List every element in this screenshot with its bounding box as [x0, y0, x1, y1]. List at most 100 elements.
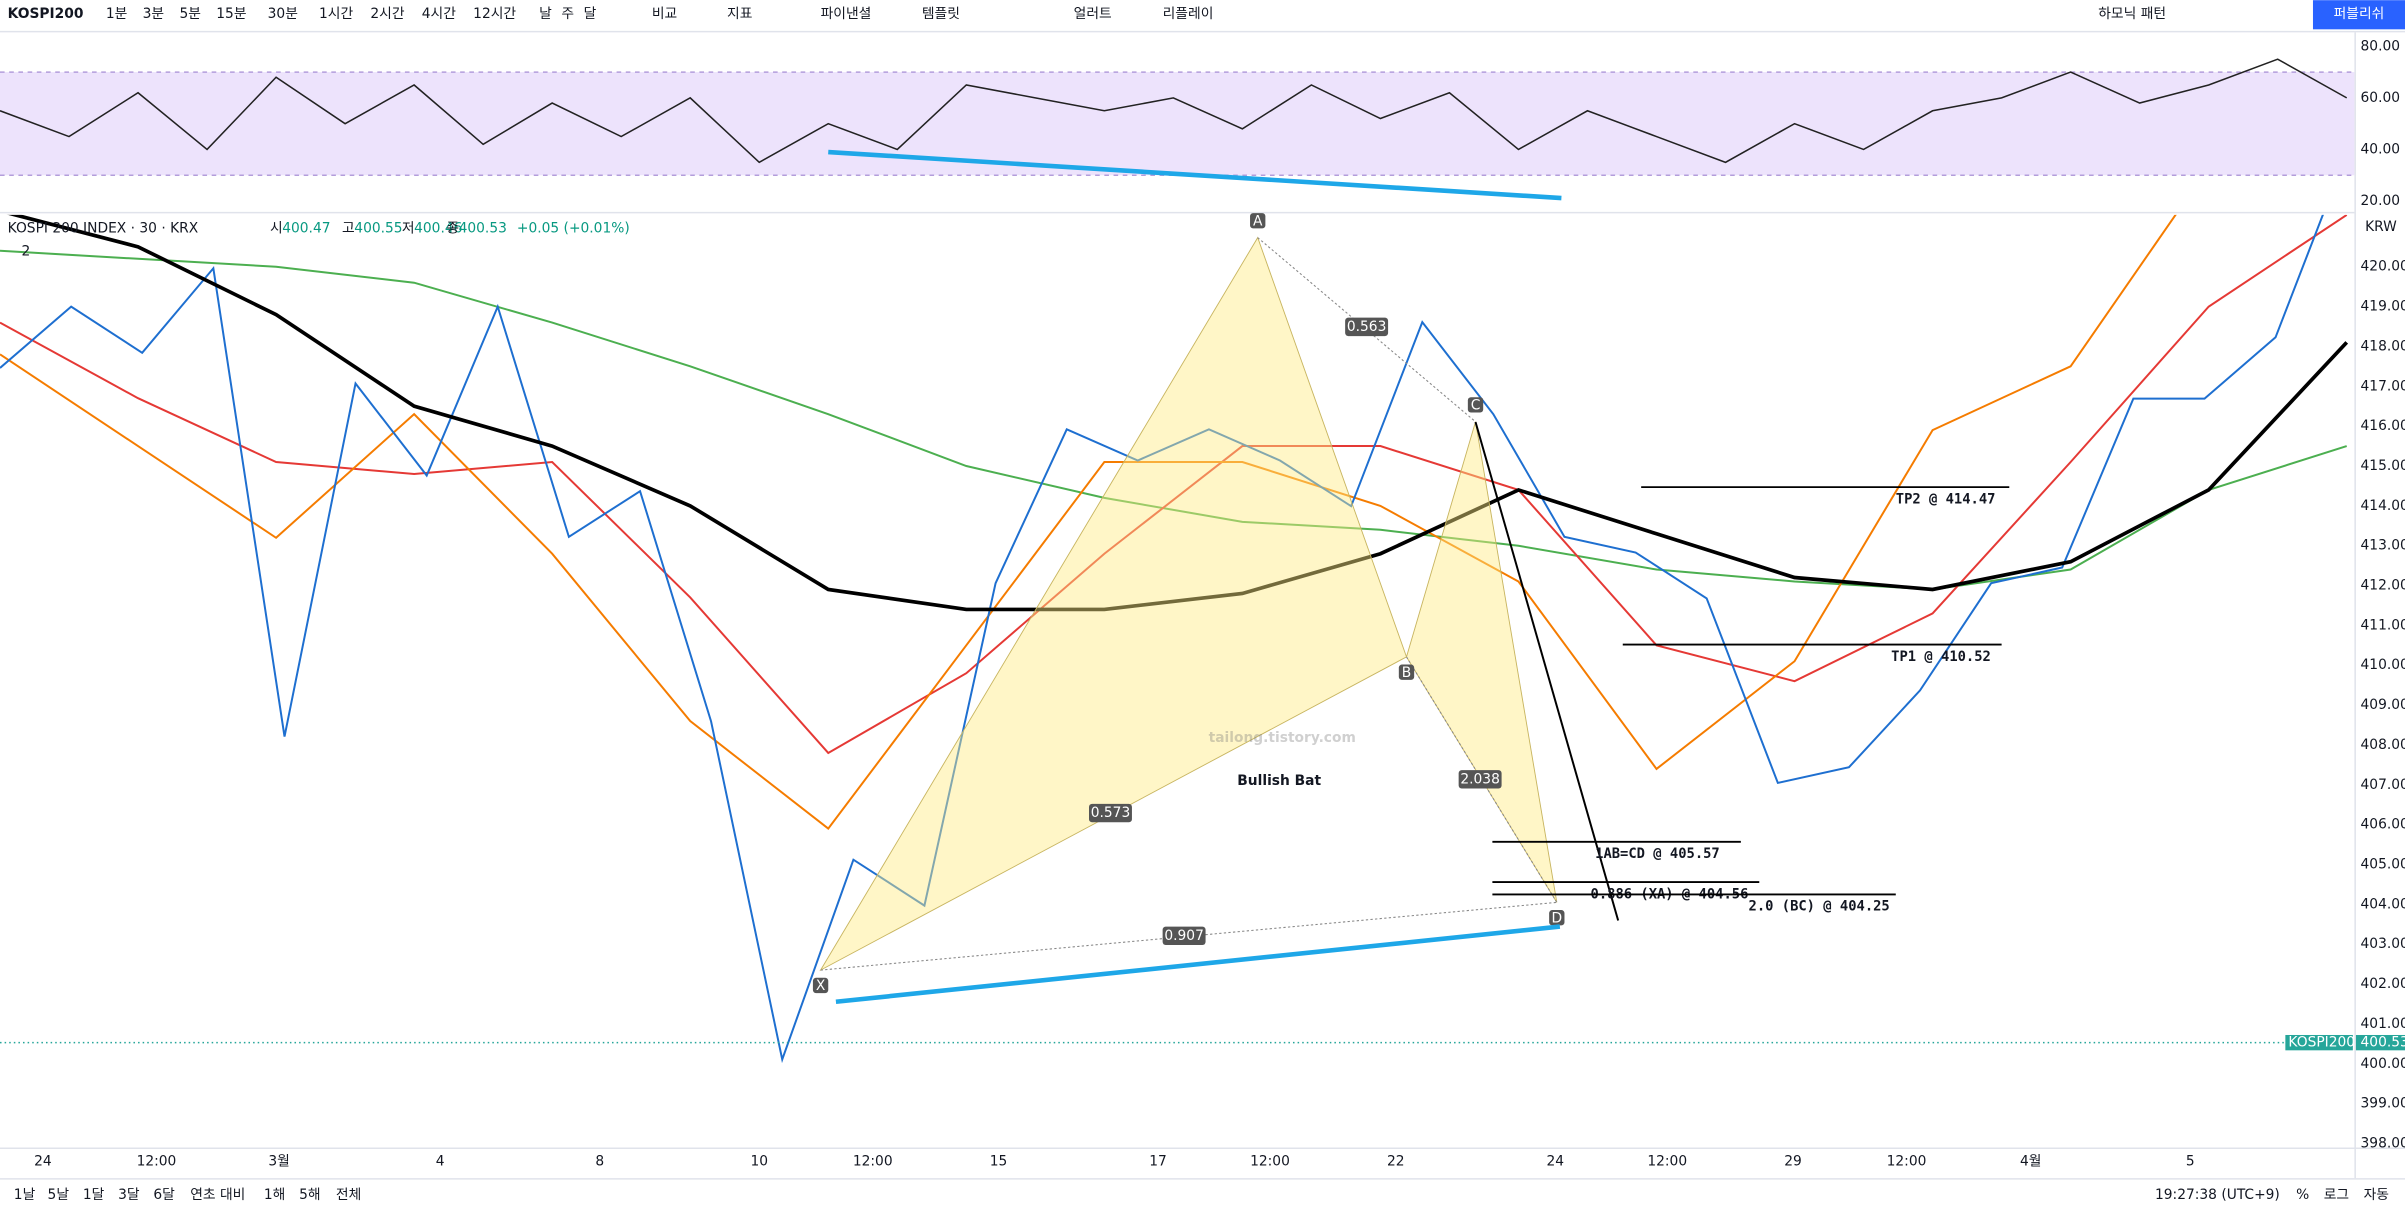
ratio-bg	[1088, 803, 1132, 823]
legend-low-label: 저	[402, 221, 415, 237]
y-tick-label: 412.00	[2361, 578, 2405, 594]
point-label-bg	[812, 977, 829, 994]
target-label: 1AB=CD @ 405.57	[1595, 846, 1720, 862]
y-tick-label: 415.00	[2361, 458, 2405, 474]
point-label: C	[1471, 398, 1481, 414]
rsi-divergence	[828, 149, 1562, 201]
y-tick-label: 411.00	[2361, 617, 2405, 633]
watermark: tailong.tistory.com	[1209, 730, 1356, 746]
currency: KRW	[2365, 219, 2397, 235]
symbol[interactable]: KOSPI200	[8, 6, 84, 22]
y-tick-label: 419.00	[2361, 299, 2405, 315]
range-button[interactable]: 전체	[336, 1187, 361, 1203]
x-tick-label: 29	[1784, 1153, 1802, 1169]
range-button[interactable]: 1날	[14, 1187, 36, 1203]
price-line	[0, 214, 2177, 830]
range-button[interactable]: 1해	[264, 1187, 285, 1203]
trend-line	[1474, 421, 1620, 921]
price-line	[8, 214, 2349, 612]
tool-button[interactable]: 비교	[652, 6, 677, 22]
interval-button[interactable]: 5분	[179, 6, 200, 22]
x-tick-label: 24	[1546, 1153, 1564, 1169]
point-label-bg	[1549, 910, 1565, 926]
pattern-leg	[1257, 237, 1476, 423]
interval-button[interactable]: 2시간	[370, 6, 404, 22]
interval-button[interactable]: 30분	[268, 6, 298, 22]
interval-button[interactable]: 15분	[216, 6, 246, 22]
x-tick-label: 17	[1149, 1153, 1167, 1169]
publish-button[interactable]: 퍼블리쉬	[2334, 6, 2385, 22]
interval-button[interactable]: 날	[539, 6, 552, 22]
rsi-tick-label: 80.00	[2361, 38, 2401, 54]
range-button[interactable]: 1달	[83, 1187, 105, 1203]
ratio-bg	[1345, 317, 1389, 337]
axis-option[interactable]: 자동	[2364, 1187, 2389, 1203]
y-tick-label: 399.00	[2361, 1096, 2405, 1112]
rsi-tick-label: 60.00	[2361, 90, 2401, 106]
tool-button[interactable]: 지표	[727, 6, 752, 22]
range-button[interactable]: 연초 대비	[190, 1187, 245, 1203]
point-label: X	[816, 978, 826, 994]
range-button[interactable]: 6달	[153, 1187, 175, 1203]
range-button[interactable]: 3달	[118, 1187, 140, 1203]
legend-close: 400.53	[459, 221, 507, 237]
y-tick-label: 404.00	[2361, 896, 2405, 912]
tool-button[interactable]: 리플레이	[1163, 6, 1214, 22]
interval-button[interactable]: 달	[584, 6, 597, 22]
pattern-tool[interactable]: 하모닉 패턴	[2098, 6, 2166, 22]
y-tick-label: 409.00	[2361, 697, 2405, 713]
last-price-label: 400.53	[2361, 1035, 2405, 1051]
y-tick-label: 401.00	[2361, 1016, 2405, 1032]
xab-triangle	[819, 236, 1408, 972]
x-tick-label: 3월	[268, 1153, 289, 1169]
y-tick-label: 417.00	[2361, 378, 2405, 394]
point-label: D	[1551, 910, 1562, 926]
point-label-bg	[1467, 397, 1484, 413]
y-tick-label: 405.00	[2361, 857, 2405, 873]
x-tick-label: 12:00	[1887, 1153, 1927, 1169]
legend-low: 400.46	[414, 221, 462, 237]
last-price-bg	[2355, 1034, 2405, 1051]
y-tick-label: 406.00	[2361, 817, 2405, 833]
tool-button[interactable]: 얼러트	[1074, 6, 1112, 22]
price-divergence	[835, 924, 1561, 1005]
axis-option[interactable]: %	[2296, 1187, 2309, 1203]
publish-bg[interactable]	[2312, 0, 2405, 30]
interval-button[interactable]: 3분	[143, 6, 164, 22]
x-tick-label: 22	[1387, 1153, 1405, 1169]
range-button[interactable]: 5날	[48, 1187, 70, 1203]
top-toolbar	[0, 0, 2405, 31]
legend-high-label: 고	[342, 221, 355, 237]
y-tick-label: 403.00	[2361, 936, 2405, 952]
x-tick-label: 12:00	[853, 1153, 893, 1169]
interval-button[interactable]: 1분	[106, 6, 127, 22]
point-label-bg	[1250, 213, 1266, 229]
legend-close-label: 종	[446, 221, 459, 237]
x-tick-label: 12:00	[1250, 1153, 1290, 1169]
interval-button[interactable]: 주	[561, 6, 574, 22]
tool-button[interactable]: 템플릿	[922, 6, 960, 22]
legend-open-label: 시	[270, 221, 283, 237]
ratio-label: 0.573	[1091, 805, 1131, 821]
interval-button[interactable]: 12시간	[473, 6, 516, 22]
interval-button[interactable]: 1시간	[319, 6, 353, 22]
x-tick-label: 12:00	[137, 1153, 177, 1169]
x-tick-label: 8	[595, 1153, 604, 1169]
y-tick-label: 413.00	[2361, 538, 2405, 554]
x-tick-label: 24	[34, 1153, 52, 1169]
interval-button[interactable]: 4시간	[422, 6, 456, 22]
rsi-pane	[0, 58, 2355, 201]
range-button[interactable]: 5해	[299, 1187, 320, 1203]
point-label: B	[1402, 665, 1411, 681]
ratio-label: 0.907	[1164, 928, 1203, 944]
rsi-tick-label: 40.00	[2361, 141, 2401, 157]
bottom-toolbar: 1날 5날 1달 3달 6달 연초 대비 1해 5해 전체 19:27:38 (UTC+9)% 로그…	[14, 1187, 2389, 1203]
tool-button[interactable]: 파이낸셜	[821, 6, 872, 22]
y-tick-label: 398.00	[2361, 1135, 2405, 1151]
y-tick-label: 416.00	[2361, 418, 2405, 434]
ratio-label: 2.038	[1460, 771, 1500, 787]
rsi-tick-label: 20.00	[2361, 193, 2401, 209]
axis-option[interactable]: 로그	[2324, 1187, 2349, 1203]
